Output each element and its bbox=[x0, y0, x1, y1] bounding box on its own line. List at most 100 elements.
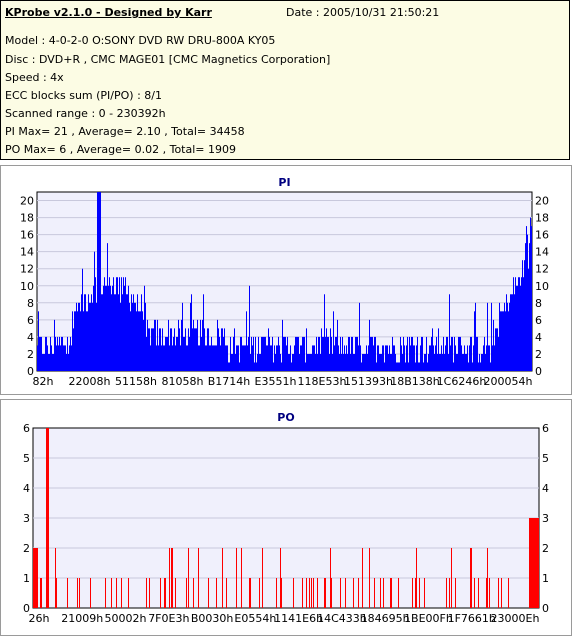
bar bbox=[132, 302, 133, 371]
bar bbox=[276, 578, 277, 608]
x-tick-label: 7F0E3h bbox=[148, 612, 189, 625]
bar bbox=[117, 277, 118, 371]
bar bbox=[398, 578, 399, 608]
bar bbox=[177, 336, 178, 371]
x-tick-label: 50002h bbox=[105, 612, 147, 625]
bar bbox=[64, 345, 65, 371]
bar bbox=[442, 353, 443, 371]
bar bbox=[293, 353, 294, 371]
bar bbox=[185, 328, 186, 371]
bar bbox=[410, 345, 411, 371]
bar bbox=[138, 311, 139, 371]
bar bbox=[509, 302, 510, 371]
bar bbox=[444, 353, 445, 371]
bar bbox=[93, 285, 94, 371]
bar bbox=[357, 336, 358, 371]
bar bbox=[245, 345, 246, 371]
bar bbox=[206, 345, 207, 371]
bar bbox=[471, 336, 472, 371]
x-tick-label: 81058h bbox=[162, 375, 204, 388]
bar bbox=[358, 578, 359, 608]
bar bbox=[485, 353, 486, 371]
bar bbox=[359, 302, 360, 371]
bar bbox=[482, 353, 483, 371]
bar bbox=[466, 353, 467, 371]
bar bbox=[321, 328, 322, 371]
bar bbox=[85, 294, 86, 371]
bar bbox=[405, 362, 406, 371]
bar bbox=[454, 336, 455, 371]
bar bbox=[201, 336, 202, 371]
bar bbox=[84, 294, 85, 371]
bar bbox=[217, 319, 218, 371]
bar bbox=[205, 345, 206, 371]
bar bbox=[536, 518, 537, 608]
bar bbox=[196, 328, 197, 371]
bar bbox=[306, 578, 307, 608]
bar bbox=[191, 294, 192, 371]
bar bbox=[340, 336, 341, 371]
bar bbox=[531, 226, 532, 371]
bar bbox=[79, 578, 80, 608]
bar bbox=[187, 345, 188, 371]
bar bbox=[215, 345, 216, 371]
bar bbox=[225, 345, 226, 371]
bar bbox=[295, 336, 296, 371]
y-tick-label-right: 14 bbox=[535, 246, 549, 259]
bar bbox=[517, 285, 518, 371]
bar bbox=[272, 336, 273, 371]
bar bbox=[269, 336, 270, 371]
bar bbox=[497, 328, 498, 371]
bar bbox=[100, 192, 101, 371]
bar bbox=[238, 345, 239, 371]
bar bbox=[301, 345, 302, 371]
x-tick-label: E0554h bbox=[234, 612, 276, 625]
bar bbox=[176, 336, 177, 371]
bar bbox=[500, 311, 501, 371]
bar bbox=[147, 319, 148, 371]
bar bbox=[107, 243, 108, 371]
bar bbox=[142, 311, 143, 371]
bar bbox=[366, 345, 367, 371]
bar bbox=[319, 336, 320, 371]
bar bbox=[309, 353, 310, 371]
bar bbox=[341, 353, 342, 371]
bar bbox=[529, 518, 530, 608]
bar bbox=[171, 328, 172, 371]
bar bbox=[451, 336, 452, 371]
bar bbox=[383, 345, 384, 371]
bar bbox=[364, 353, 365, 371]
bar bbox=[428, 353, 429, 371]
bar bbox=[318, 336, 319, 371]
y-tick-label-right: 8 bbox=[535, 297, 542, 310]
bar bbox=[412, 336, 413, 371]
bar bbox=[498, 336, 499, 371]
bar bbox=[167, 336, 168, 371]
bar bbox=[159, 328, 160, 371]
bar bbox=[121, 277, 122, 371]
bar bbox=[421, 336, 422, 371]
bar bbox=[304, 336, 305, 371]
bar bbox=[386, 345, 387, 371]
bar bbox=[385, 345, 386, 371]
bar bbox=[113, 277, 114, 371]
bar bbox=[155, 319, 156, 371]
bar bbox=[180, 345, 181, 371]
bar bbox=[61, 336, 62, 371]
bar bbox=[369, 319, 370, 371]
bar bbox=[222, 548, 223, 608]
bar bbox=[234, 328, 235, 371]
bar bbox=[38, 311, 39, 371]
bar bbox=[163, 345, 164, 371]
bar bbox=[316, 336, 317, 371]
bar bbox=[73, 328, 74, 371]
bar bbox=[140, 311, 141, 371]
bar bbox=[459, 336, 460, 371]
bar bbox=[298, 336, 299, 371]
bar bbox=[279, 345, 280, 371]
bar bbox=[346, 345, 347, 371]
bar bbox=[193, 578, 194, 608]
bar bbox=[284, 336, 285, 371]
bar bbox=[231, 353, 232, 371]
bar bbox=[371, 336, 372, 371]
